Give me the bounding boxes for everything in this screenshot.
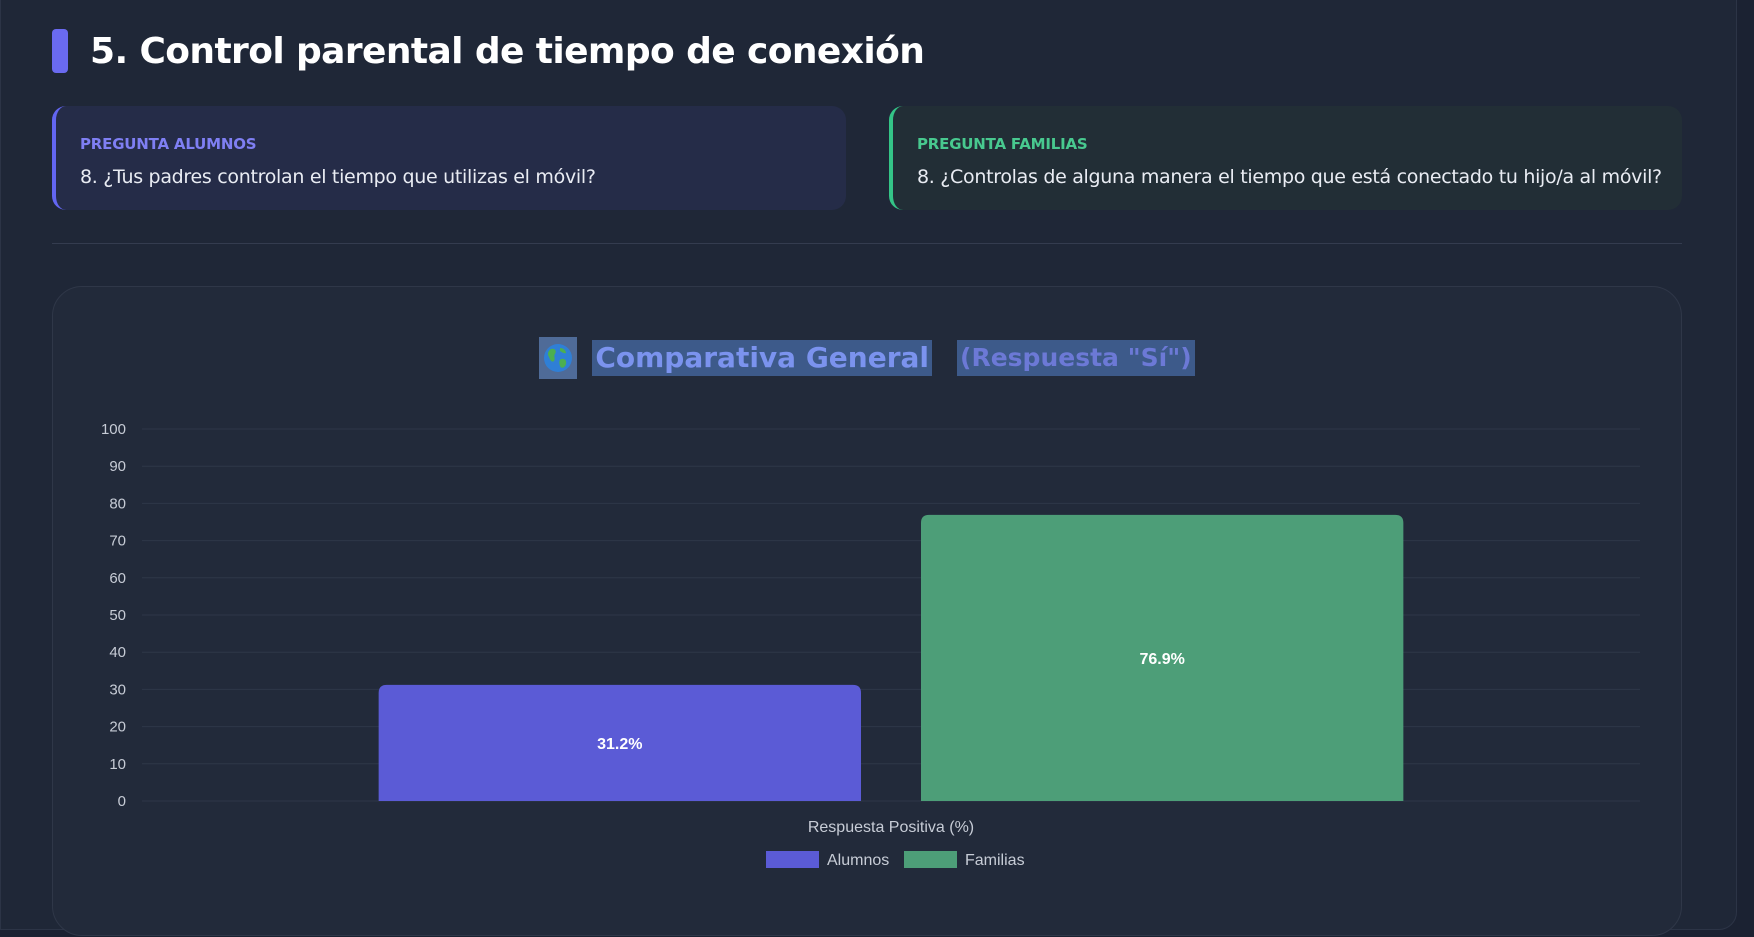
bar-alumnos [378,684,861,801]
students-question-text: 8. ¿Tus padres controlan el tiempo que u… [80,166,596,188]
students-question-label: PREGUNTA ALUMNOS [80,135,257,153]
chart-title: Comparativa General [592,340,933,376]
x-axis-label: Respuesta Positiva (%) [808,819,974,836]
families-question-text: 8. ¿Controlas de alguna manera el tiempo… [917,166,1662,188]
y-tick-label: 10 [109,756,126,773]
families-question-label: PREGUNTA FAMILIAS [917,135,1088,153]
chart-title-row: Comparativa General (Respuesta "Sí") [53,337,1681,379]
legend-label-familias: Familias [965,852,1025,869]
legend-swatch-alumnos [766,851,819,868]
y-tick-label: 60 [109,570,126,587]
section-divider [52,243,1682,244]
section-title: 5. Control parental de tiempo de conexió… [90,30,925,72]
legend-swatch-familias [904,851,957,868]
students-question-card: PREGUNTA ALUMNOS 8. ¿Tus padres controla… [52,106,846,210]
chart-card: Comparativa General (Respuesta "Sí") 0 10… [52,286,1682,936]
y-tick-label: 0 [118,793,126,810]
globe-icon [539,337,578,379]
bar-chart: 0 10 20 30 40 50 60 70 80 90 100 31.2% 76.9% Respuest… [101,421,1640,869]
y-tick-label: 20 [109,719,126,736]
y-tick-label: 30 [109,681,126,698]
families-question-card: PREGUNTA FAMILIAS 8. ¿Controlas de algun… [889,106,1682,210]
chart-subtitle: (Respuesta "Sí") [957,340,1195,376]
bar-familias [921,514,1404,801]
y-tick-label: 90 [109,458,126,475]
bar-value-label: 31.2% [597,736,642,753]
bar-value-label: 76.9% [1139,651,1184,668]
section-accent-bar [52,29,68,73]
y-tick-label: 40 [109,644,126,661]
y-tick-label: 50 [109,607,126,624]
legend-label-alumnos: Alumnos [827,852,889,869]
y-tick-label: 80 [109,495,126,512]
section-header: 5. Control parental de tiempo de conexió… [52,28,925,74]
y-tick-label: 70 [109,533,126,550]
y-tick-label: 100 [101,421,126,438]
